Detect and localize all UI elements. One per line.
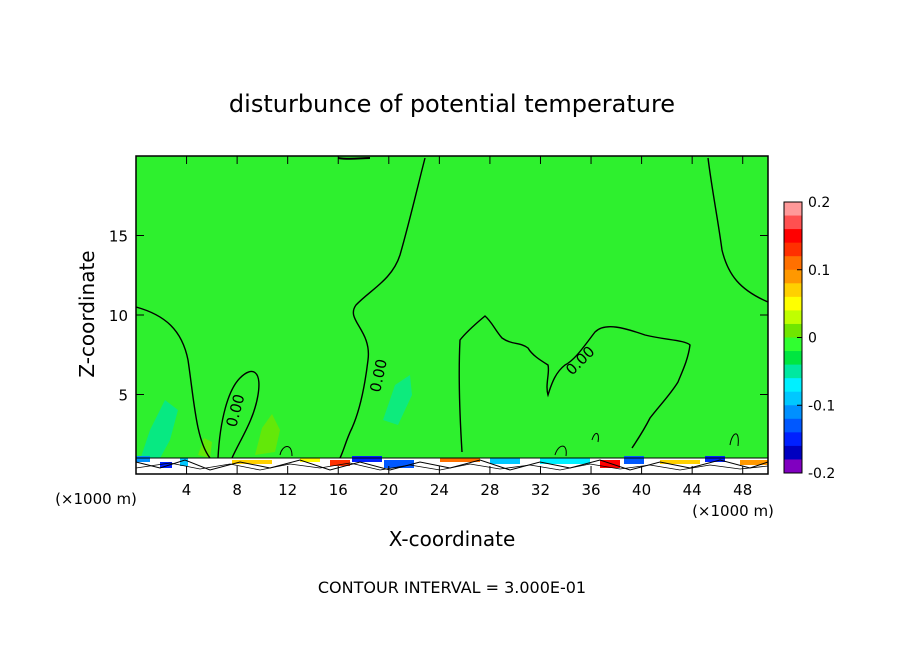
plot-area: [135, 155, 769, 475]
field-blob: [255, 414, 280, 455]
zero-contour: [337, 157, 371, 160]
x-tick-label: 24: [430, 481, 449, 499]
y-tick-label: 15: [109, 228, 128, 246]
colorbar-swatch: [784, 459, 802, 474]
colorbar-swatch: [784, 242, 802, 257]
colorbar-swatch: [784, 202, 802, 217]
colorbar-tick-label: 0: [808, 331, 817, 347]
colorbar-swatch: [784, 296, 802, 311]
colorbar-tick-label: -0.1: [808, 398, 835, 414]
x-tick-label: 32: [531, 481, 550, 499]
colorbar-swatch: [784, 269, 802, 284]
colorbar-swatch: [784, 378, 802, 393]
x-unit-label-right: (×1000 m): [692, 502, 774, 520]
y-axis-ticks: 5 10 15: [109, 228, 768, 405]
colorbar-swatch: [784, 310, 802, 325]
x-tick-label: 20: [379, 481, 398, 499]
colorbar: [783, 201, 803, 474]
x-tick-label: 48: [733, 481, 752, 499]
colorbar-swatch: [784, 256, 802, 271]
colorbar-swatch: [784, 215, 802, 230]
surface-band: [135, 456, 769, 474]
colorbar-swatch: [784, 229, 802, 244]
colorbar-swatch: [784, 405, 802, 420]
x-axis-label: X-coordinate: [389, 527, 516, 551]
zero-contour: [729, 433, 739, 447]
x-tick-label: 40: [632, 481, 651, 499]
x-tick-label: 12: [278, 481, 297, 499]
zero-contour: [707, 157, 769, 303]
colorbar-swatch: [784, 364, 802, 379]
contour-interval-note: CONTOUR INTERVAL = 3.000E-01: [318, 578, 586, 597]
x-tick-label: 8: [232, 481, 242, 499]
x-tick-label: 44: [683, 481, 702, 499]
colorbar-tick-label: -0.2: [808, 466, 835, 482]
colorbar-tick-label: 0.1: [808, 263, 830, 279]
colorbar-swatch: [784, 391, 802, 406]
x-tick-label: 36: [581, 481, 600, 499]
zero-contour: [458, 315, 691, 453]
x-axis-ticks: 4 8 12 16 20 24 28 32 36 40 44 48: [182, 156, 752, 499]
chart-title: disturbunce of potential temperature: [229, 90, 675, 118]
colorbar-swatch: [784, 432, 802, 447]
y-axis-label: Z-coordinate: [75, 250, 99, 377]
zero-contour: [554, 445, 567, 457]
colorbar-swatch: [784, 323, 802, 338]
colorbar-ticks: 0.2 0.1 0 -0.1 -0.2: [797, 195, 835, 482]
x-tick-label: 16: [329, 481, 348, 499]
zero-contour: [217, 370, 260, 459]
field-blob: [383, 375, 412, 425]
x-tick-label: 28: [480, 481, 499, 499]
y-tick-label: 10: [109, 307, 128, 325]
zero-contour: [135, 306, 211, 459]
x-unit-label-left: (×1000 m): [55, 490, 137, 508]
zero-contour: [279, 446, 293, 457]
colorbar-swatch: [784, 418, 802, 433]
field-blob: [140, 400, 178, 462]
y-tick-label: 5: [118, 387, 128, 405]
zero-contour: [591, 433, 599, 443]
colorbar-tick-label: 0.2: [808, 195, 830, 211]
colorbar-swatch: [784, 351, 802, 366]
zero-contour: [339, 157, 426, 459]
plot-background: [136, 156, 768, 474]
colorbar-swatch: [784, 283, 802, 298]
x-tick-label: 4: [182, 481, 192, 499]
colorbar-swatch: [784, 445, 802, 460]
colorbar-swatch: [784, 337, 802, 352]
